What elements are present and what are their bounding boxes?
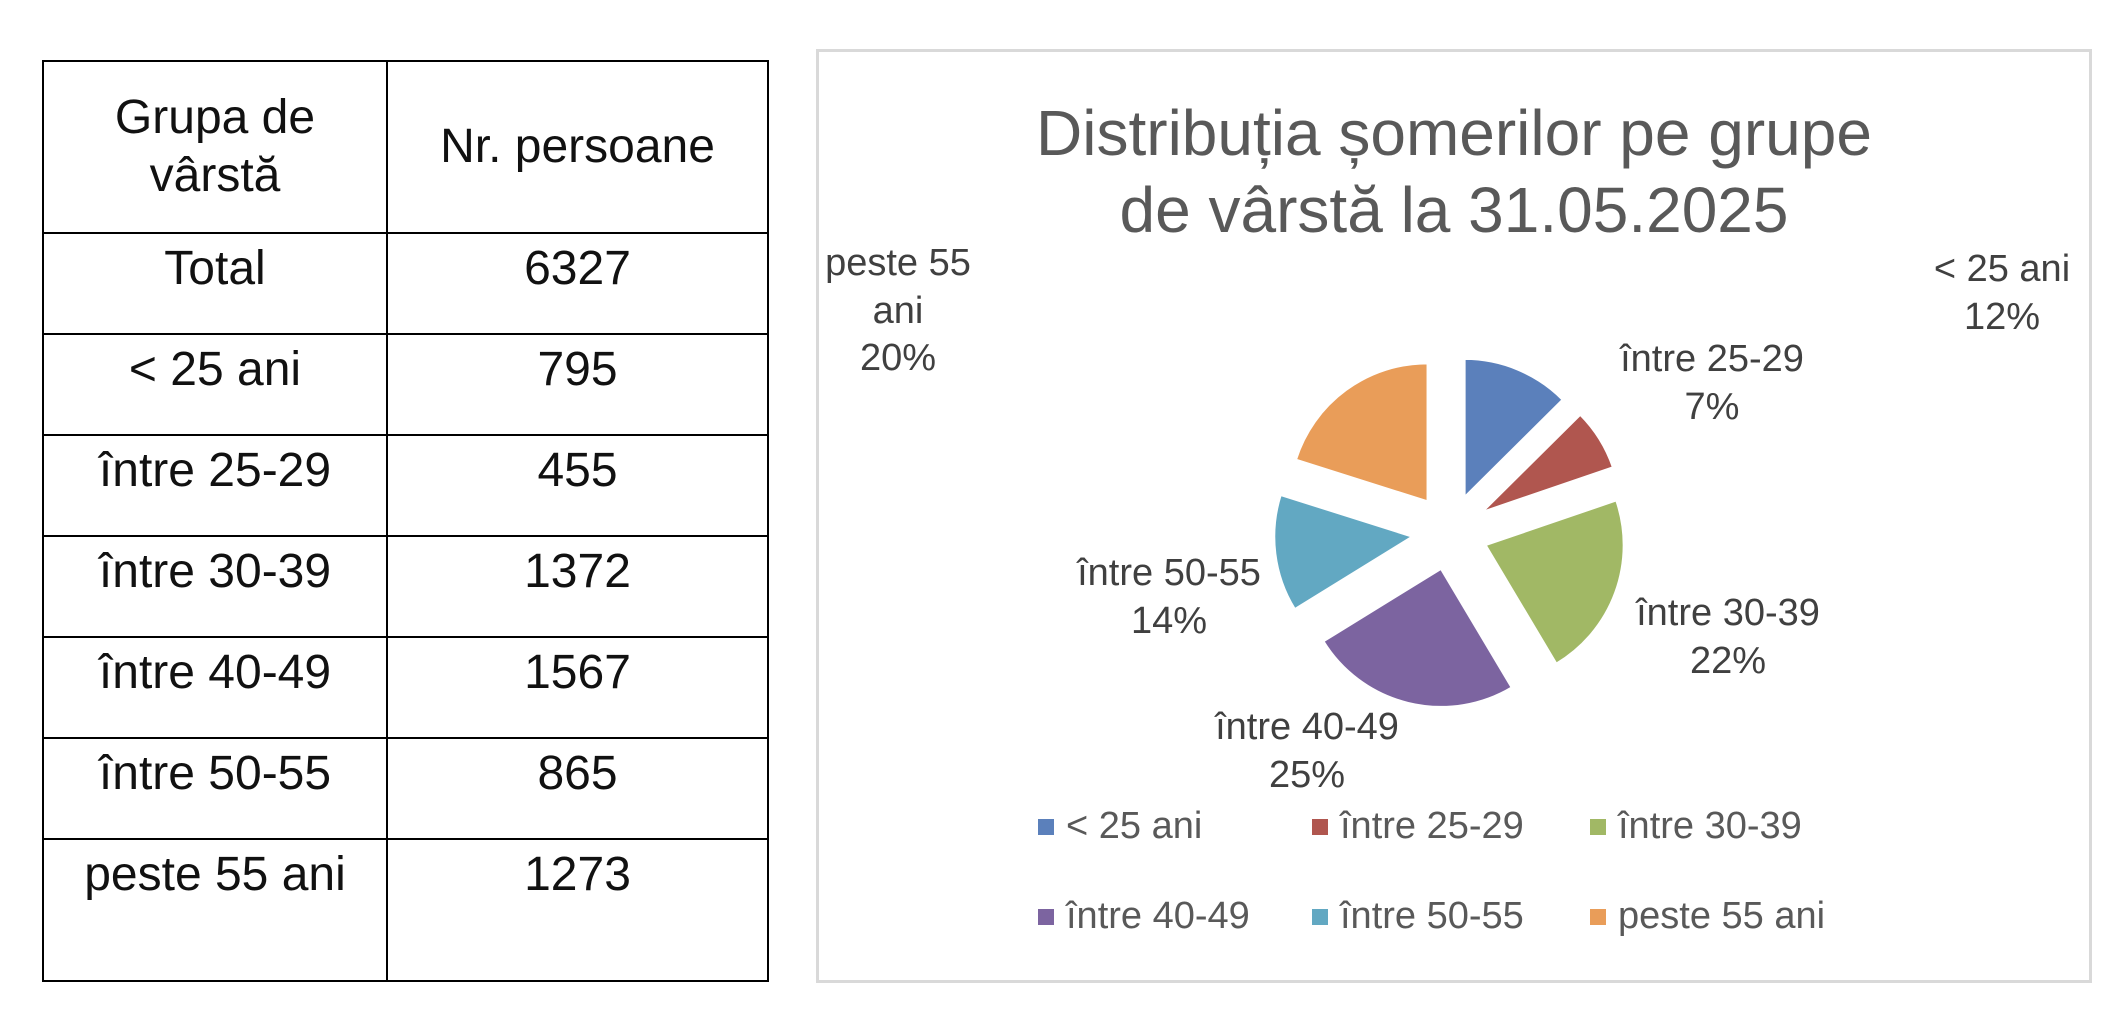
age-group-cell: între 25-29 xyxy=(42,434,388,537)
legend-swatch xyxy=(1312,818,1328,835)
legend-label: între 40-49 xyxy=(1066,895,1250,937)
header-age-group: Grupa de vârstă xyxy=(42,60,388,234)
data-label: între 40-49 25% xyxy=(1215,704,1399,799)
data-label-category: < 25 ani xyxy=(1933,248,2071,290)
data-label-percent: 14% xyxy=(1130,599,1208,642)
age-group-cell: între 40-49 xyxy=(42,636,388,739)
count-cell: 1372 xyxy=(386,535,769,638)
data-label-category: între 30-39 xyxy=(1636,592,1820,634)
table-header-row: Grupa de vârstă Nr. persoane xyxy=(42,60,769,234)
count-cell: 795 xyxy=(386,333,769,436)
legend-swatch xyxy=(1038,908,1054,925)
legend-item: între 50-55 xyxy=(1312,895,1524,938)
data-label: peste 55 ani 20% xyxy=(813,240,983,383)
data-label-category: între 50-55 xyxy=(1077,552,1261,594)
age-group-cell: Total xyxy=(42,232,388,335)
count-cell: 6327 xyxy=(386,232,769,335)
legend-item: < 25 ani xyxy=(1038,805,1202,848)
legend-item: între 30-39 xyxy=(1590,805,1802,848)
legend-label: între 30-39 xyxy=(1618,805,1802,847)
age-group-cell: între 30-39 xyxy=(42,535,388,638)
pie-slice xyxy=(1484,499,1625,665)
age-group-cell: < 25 ani xyxy=(42,333,388,436)
table-row: < 25 ani 795 xyxy=(42,333,769,436)
table-row: între 50-55 865 xyxy=(42,737,769,840)
legend-label: între 50-55 xyxy=(1340,895,1524,937)
chart-title: Distribuția șomerilor pe grupe de vârstă… xyxy=(816,95,2092,249)
data-label: < 25 ani 12% xyxy=(1934,246,2070,341)
data-label-percent: 12% xyxy=(1963,295,2041,338)
data-label-category: între 25-29 xyxy=(1620,338,1804,380)
legend-swatch xyxy=(1312,908,1328,925)
table-row: peste 55 ani 1273 xyxy=(42,838,769,982)
legend-label: < 25 ani xyxy=(1066,805,1203,847)
data-label-category: între 40-49 xyxy=(1215,706,1399,748)
data-label-category: peste 55 ani xyxy=(825,242,971,332)
data-label: între 25-29 7% xyxy=(1620,336,1804,431)
chart-area xyxy=(816,49,2092,983)
table-row: Total 6327 xyxy=(42,232,769,335)
count-cell: 1567 xyxy=(386,636,769,739)
pie-slice xyxy=(1463,357,1565,500)
data-label-percent: 20% xyxy=(859,337,937,379)
count-cell: 1273 xyxy=(386,838,769,982)
legend-item: între 25-29 xyxy=(1312,805,1524,848)
table-row: între 25-29 455 xyxy=(42,434,769,537)
chart-title-text: Distribuția șomerilor pe grupe de vârstă… xyxy=(1036,97,1872,246)
legend-swatch xyxy=(1038,818,1054,835)
legend-item: peste 55 ani xyxy=(1590,895,1825,938)
count-cell: 455 xyxy=(386,434,769,537)
pie-slice xyxy=(1294,362,1429,503)
age-group-table: Grupa de vârstă Nr. persoane Total 6327 < … xyxy=(42,60,769,982)
count-cell: 865 xyxy=(386,737,769,840)
data-label-percent: 25% xyxy=(1268,753,1346,796)
age-group-cell: între 50-55 xyxy=(42,737,388,840)
age-group-cell: peste 55 ani xyxy=(42,838,388,982)
legend-swatch xyxy=(1590,908,1606,925)
data-label: între 50-55 14% xyxy=(1077,550,1261,645)
table-row: între 30-39 1372 xyxy=(42,535,769,638)
legend-swatch xyxy=(1590,818,1606,835)
data-label-percent: 7% xyxy=(1684,385,1740,428)
legend-label: între 25-29 xyxy=(1340,805,1524,847)
pie-slice xyxy=(1322,567,1514,708)
data-label: între 30-39 22% xyxy=(1636,590,1820,685)
pie-slice xyxy=(1481,413,1615,513)
table-row: între 40-49 1567 xyxy=(42,636,769,739)
data-label-percent: 22% xyxy=(1689,639,1767,682)
legend-label: peste 55 ani xyxy=(1618,895,1826,937)
legend-item: între 40-49 xyxy=(1038,895,1250,938)
header-count: Nr. persoane xyxy=(386,60,769,234)
pie-slice xyxy=(1273,493,1415,611)
